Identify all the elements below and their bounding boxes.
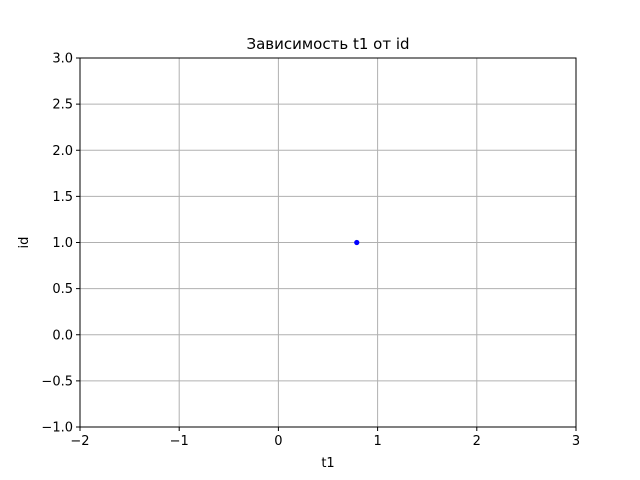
y-tick-label: −1.0 (41, 421, 73, 436)
y-tick-label: 2.5 (52, 98, 73, 113)
x-tick-label: 0 (274, 434, 282, 449)
y-tick-label: 1.0 (52, 236, 73, 251)
x-tick-label: −2 (70, 434, 89, 449)
y-tick-label: 0.0 (52, 328, 73, 343)
x-axis-label: t1 (321, 456, 334, 471)
grid-lines (79, 57, 577, 428)
x-tick-label: 1 (373, 434, 381, 449)
data-points (354, 239, 360, 246)
x-tick-label: 3 (572, 434, 580, 449)
data-point (354, 239, 360, 246)
y-tick-label: −0.5 (41, 374, 73, 389)
y-tick-label: 3.0 (52, 52, 73, 67)
axis-ticks: −2 −1 0 1 2 3 −1.0 −0.5 0.0 0.5 1.0 1.5 2.0 2.5 3.0 (41, 52, 580, 450)
y-axis-label: id (17, 237, 32, 249)
x-tick-label: −1 (170, 434, 189, 449)
chart-title: Зависимость t1 от id (246, 35, 409, 53)
x-tick-label: 2 (473, 434, 481, 449)
y-tick-label: 2.0 (52, 144, 73, 159)
y-tick-label: 1.5 (52, 190, 73, 205)
y-tick-label: 0.5 (52, 282, 73, 297)
